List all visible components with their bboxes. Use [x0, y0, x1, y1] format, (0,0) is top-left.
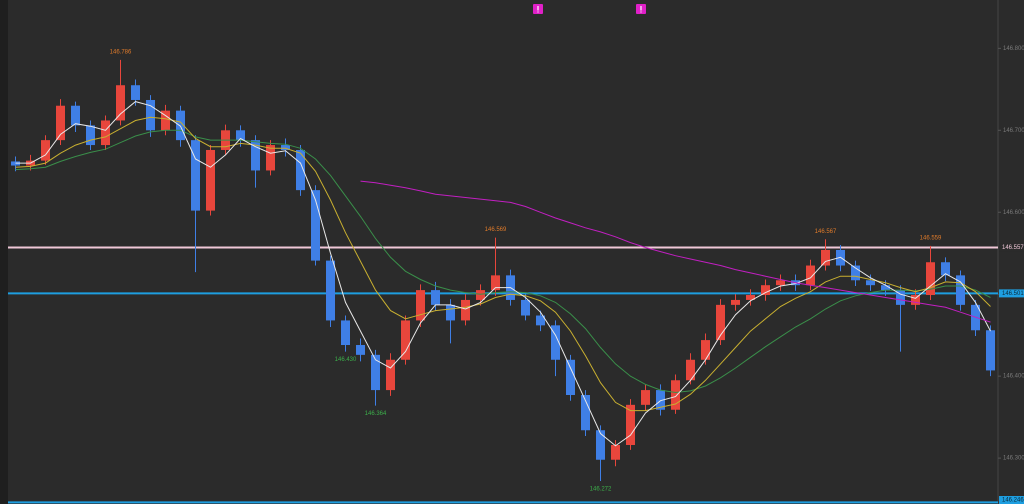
event-marker: [636, 4, 646, 14]
candle-body: [461, 299, 470, 321]
candle-body: [41, 140, 50, 161]
moving-average-line: [15, 116, 991, 412]
candle-body: [911, 295, 920, 305]
candle-body: [146, 99, 155, 131]
y-tick-label: 146.400: [1003, 374, 1024, 380]
candle-body: [266, 145, 275, 171]
candle-body: [491, 275, 500, 291]
moving-average-line: [360, 180, 991, 323]
candle-body: [386, 359, 395, 391]
candle-body: [371, 354, 380, 391]
candle-body: [641, 390, 650, 405]
candle-body: [281, 145, 290, 150]
candle-body: [341, 320, 350, 346]
candle-body: [416, 290, 425, 321]
candle-body: [926, 262, 935, 296]
candle-body: [446, 304, 455, 321]
candle-body: [581, 395, 590, 431]
candle-body: [101, 120, 110, 146]
candle-body: [476, 290, 485, 300]
candle-body: [176, 110, 185, 141]
candle-body: [866, 280, 875, 286]
price-annotation: 146.559: [920, 235, 942, 241]
candle-body: [776, 280, 785, 286]
event-marker: [533, 4, 543, 14]
candle-body: [716, 304, 725, 341]
y-tick-label: 146.700: [1003, 128, 1024, 134]
y-tick-label: 146.800: [1003, 46, 1024, 52]
price-annotation: 146.567: [815, 229, 837, 235]
candle-body: [806, 265, 815, 286]
candle-body: [116, 85, 125, 121]
candle-body: [431, 290, 440, 305]
moving-average-line: [15, 101, 991, 447]
candle-body: [956, 275, 965, 305]
candle-body: [206, 149, 215, 211]
candle-body: [71, 105, 80, 126]
candle-body: [686, 359, 695, 381]
candle-body: [86, 125, 95, 146]
candle-body: [626, 404, 635, 445]
candle-body: [731, 299, 740, 305]
candle-body: [251, 140, 260, 171]
level-label-bg: [999, 243, 1024, 252]
level-label-bg: [999, 496, 1024, 504]
price-annotation: 146.569: [485, 227, 507, 233]
y-tick-label: 146.600: [1003, 210, 1024, 216]
candle-body: [851, 265, 860, 281]
left-edge: [0, 0, 8, 504]
candle-body: [671, 380, 680, 410]
candle-body: [326, 260, 335, 321]
price-annotation: 146.272: [590, 487, 612, 493]
candle-body: [56, 105, 65, 141]
candle-body: [401, 320, 410, 360]
level-label: 146.557: [1002, 245, 1024, 251]
level-label: 146.501: [1002, 291, 1024, 297]
candle-body: [311, 190, 320, 261]
price-annotation: 146.786: [110, 49, 132, 55]
candle-body: [896, 290, 905, 305]
candle-body: [761, 285, 770, 296]
candle-body: [566, 359, 575, 396]
level-label-bg: [999, 289, 1024, 298]
price-annotation: 146.364: [365, 411, 387, 417]
candle-body: [236, 130, 245, 141]
candle-body: [536, 315, 545, 326]
candle-body: [821, 249, 830, 266]
candle-body: [521, 299, 530, 316]
candle-body: [881, 285, 890, 291]
candle-body: [131, 85, 140, 100]
candle-body: [941, 262, 950, 276]
y-tick-label: 146.300: [1003, 456, 1024, 462]
candle-body: [611, 444, 620, 460]
candle-body: [191, 140, 200, 211]
moving-average-line: [15, 129, 991, 394]
candle-body: [296, 149, 305, 191]
candle-body: [356, 345, 365, 355]
candle-body: [986, 330, 995, 371]
candle-body: [701, 340, 710, 360]
candle-body: [161, 110, 170, 131]
candle-body: [551, 325, 560, 360]
candle-body: [596, 430, 605, 460]
level-label: 146.246: [1002, 498, 1024, 504]
candle-body: [746, 295, 755, 300]
price-annotation: 146.430: [335, 357, 357, 363]
candle-body: [656, 390, 665, 410]
